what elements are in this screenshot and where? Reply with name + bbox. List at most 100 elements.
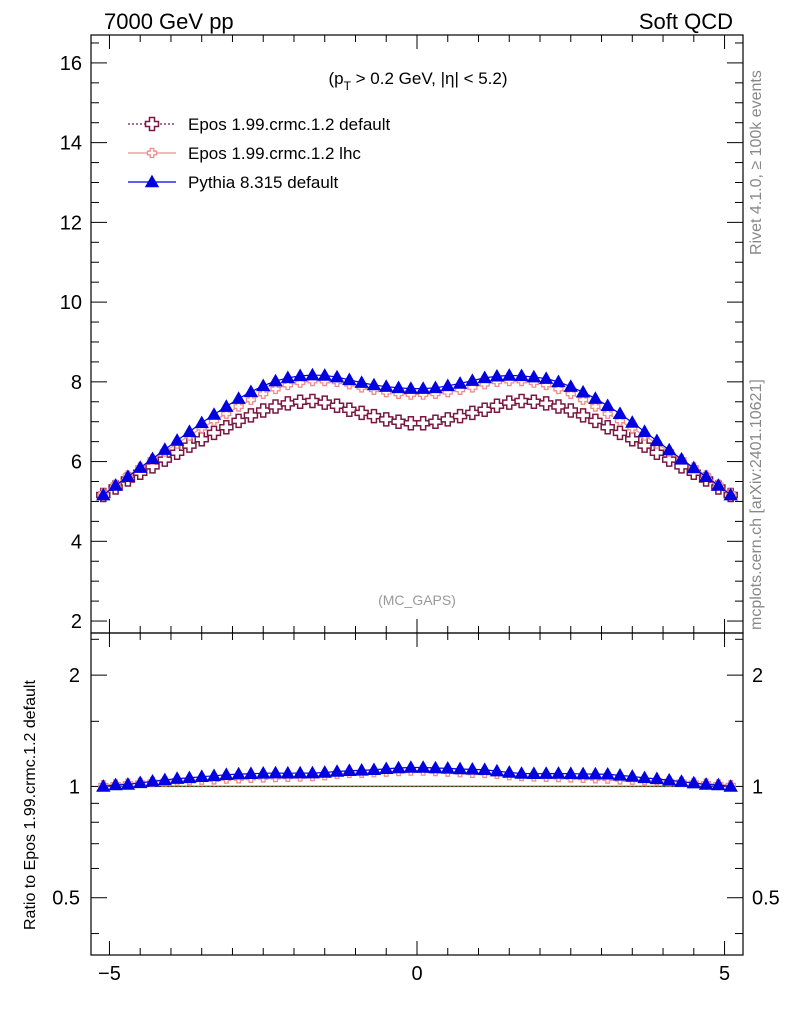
series-2-ratio-point [415, 760, 431, 773]
series-0-point [637, 438, 652, 453]
ratio-y-axis-label: Ratio to Epos 1.99.crmc.1.2 default [22, 680, 39, 930]
series-0-point [317, 395, 332, 410]
y-tick-label: 10 [60, 292, 82, 314]
series-2-ratio-point [256, 765, 271, 779]
series-2-ratio-point [354, 763, 369, 776]
series-2-point [366, 377, 382, 391]
series-2-ratio-point [329, 764, 345, 777]
series-2-point [219, 399, 234, 412]
series-2-point [403, 381, 419, 394]
series-0-point [428, 414, 443, 429]
series-0-point [649, 445, 665, 461]
series-2-point [391, 380, 406, 394]
series-0-point [440, 412, 456, 427]
x-tick-label: −5 [98, 963, 121, 985]
legend-marker [146, 147, 158, 159]
series-1-point [282, 379, 293, 391]
series-2-point [182, 424, 197, 437]
ratio-tick-label-right: 2 [752, 665, 763, 687]
series-0-point [477, 402, 492, 417]
series-2-ratio-point [588, 766, 603, 780]
series-2-ratio-point [625, 769, 640, 782]
series-2-ratio-point [649, 771, 665, 785]
series-0-point [514, 393, 529, 409]
series-2-ratio-point [661, 772, 677, 786]
series-2-ratio-point [243, 766, 259, 779]
series-1-line [102, 380, 732, 494]
series-0-point [563, 403, 579, 418]
ratio-tick-label-right: 0.5 [752, 888, 780, 910]
header-right-title: Soft QCD [639, 9, 733, 34]
series-2-point [612, 406, 628, 420]
series-2-ratio-point [502, 765, 517, 778]
series-0-point [255, 403, 271, 418]
series-2-ratio-point [96, 779, 111, 792]
series-2-point [637, 424, 652, 437]
ratio-plot-frame [90, 632, 744, 956]
series-0-line [102, 400, 732, 496]
legend-marker [144, 174, 160, 188]
series-2-point [145, 451, 160, 465]
series-1-point [565, 388, 576, 399]
series-2-point [600, 398, 615, 412]
rivet-version-label: Rivet 4.1.0, ≥ 100k events [748, 70, 765, 255]
series-0-point [305, 393, 320, 409]
series-2-ratio-point [674, 774, 689, 787]
series-2-point [317, 368, 332, 381]
series-0-point [354, 405, 369, 421]
series-2-point [477, 370, 492, 384]
series-2-point [575, 384, 591, 398]
series-1-point [553, 383, 564, 395]
series-0-point [182, 438, 197, 453]
series-2-ratio-point [108, 777, 123, 791]
series-0-point [588, 413, 603, 429]
legend: Epos 1.99.crmc.1.2 default Epos 1.99.crmc… [128, 115, 391, 192]
series-0-point [502, 395, 517, 410]
series-2-point [440, 378, 455, 392]
series-2-ratio-line [103, 766, 731, 788]
series-0-point [219, 420, 234, 435]
series-0-point [157, 452, 173, 467]
plot-title-sub: T [344, 79, 352, 93]
series-2-point [415, 381, 431, 394]
series-2-ratio-point [612, 768, 628, 781]
series-2-ratio-point [723, 779, 738, 792]
ratio-tick-label-left: 2 [69, 665, 80, 687]
series-2-point [243, 384, 259, 398]
header-left-title: 7000 GeV pp [104, 9, 234, 34]
series-2-ratio-point [305, 765, 320, 779]
series-0-point [342, 402, 357, 417]
ratio-tick-label-right: 1 [752, 776, 763, 798]
series-2-point [108, 478, 123, 491]
series-2-ratio-point [120, 777, 136, 790]
series-2 [96, 367, 738, 792]
series-0-point [551, 399, 566, 414]
series-2-ratio-point [563, 766, 578, 779]
series-2-ratio-point [465, 762, 480, 775]
series-2-point [157, 442, 173, 455]
series-2-ratio-point [637, 770, 652, 784]
series-2-point [563, 379, 578, 392]
series-0-point [403, 416, 419, 431]
series-2-ratio-point [428, 760, 443, 774]
series-0-point [194, 431, 209, 447]
series-2-ratio-point [379, 761, 394, 775]
series-2-point [206, 407, 222, 420]
plot-title-p: (p [328, 69, 343, 88]
y-tick-label: 12 [60, 212, 82, 234]
legend-label: Epos 1.99.crmc.1.2 lhc [188, 144, 361, 163]
series-2-point [588, 391, 603, 404]
series-1-point [577, 394, 589, 405]
series-0-point [169, 445, 185, 461]
series-2-ratio-point [514, 766, 529, 779]
series-0-point [415, 416, 431, 431]
series-0-point [612, 425, 628, 441]
series-2-ratio-point [182, 770, 197, 784]
series-2-point [342, 372, 357, 386]
series-2-point [538, 371, 554, 384]
series-2-point [465, 373, 480, 386]
series-2-ratio-point [403, 760, 419, 773]
legend-label: Epos 1.99.crmc.1.2 default [188, 115, 391, 134]
series-1-point [258, 388, 269, 399]
